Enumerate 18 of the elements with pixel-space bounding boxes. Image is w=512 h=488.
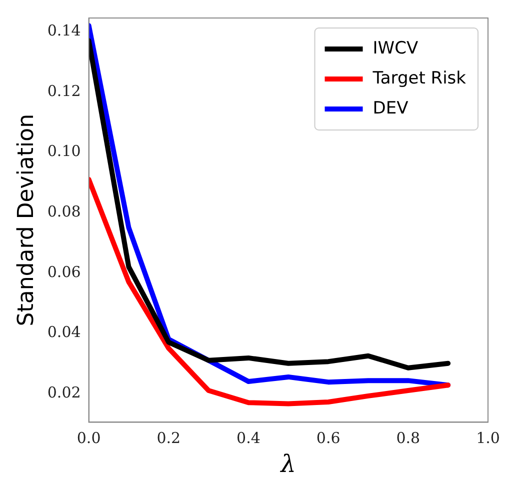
x-tick-label: 0.0 <box>76 429 101 448</box>
legend-label: DEV <box>372 98 409 118</box>
y-tick-label: 0.10 <box>47 142 81 160</box>
y-axis-title: Standard Deviation <box>14 114 39 326</box>
y-tick-label: 0.12 <box>47 82 81 100</box>
x-tick-label: 0.4 <box>236 429 260 448</box>
x-axis-title: λ <box>280 450 296 478</box>
legend-label: Target Risk <box>372 68 466 88</box>
x-tick-label: 0.8 <box>396 429 420 448</box>
legend-label: IWCV <box>372 38 418 58</box>
y-tick-label: 0.02 <box>47 383 81 402</box>
y-tick-label: 0.08 <box>47 202 81 220</box>
y-tick-label: 0.04 <box>47 323 81 342</box>
x-tick-label: 0.2 <box>156 429 181 448</box>
x-tick-label: 1.0 <box>476 429 500 448</box>
x-tick-label: 0.6 <box>316 429 340 448</box>
y-tick-label: 0.06 <box>47 262 81 281</box>
y-tick-label: 0.14 <box>47 21 81 40</box>
